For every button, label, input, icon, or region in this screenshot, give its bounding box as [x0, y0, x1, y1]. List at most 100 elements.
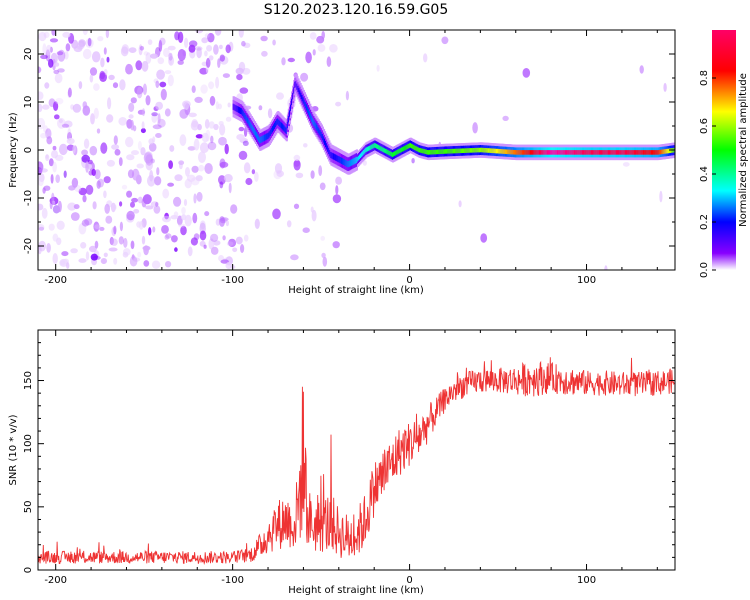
- spectrogram-noise-blob: [224, 143, 229, 155]
- spectrogram-noise-blob: [82, 101, 88, 109]
- spectrogram-noise-blob: [78, 223, 87, 235]
- spectrogram-noise-blob: [180, 225, 187, 236]
- spectrogram-noise-blob: [85, 161, 89, 173]
- spectrogram-noise-blob: [85, 38, 94, 49]
- spectrogram-noise-blob: [61, 123, 70, 128]
- spectrogram-noise-blob: [57, 117, 66, 129]
- spectrogram-noise-blob: [119, 221, 123, 232]
- spectrogram-noise-blob: [272, 208, 281, 220]
- spectrogram-noise-blob: [148, 138, 154, 145]
- spectrogram-noise-blob: [184, 37, 189, 48]
- spectrogram-noise-blob: [222, 73, 230, 78]
- spectrogram-noise-blob: [604, 265, 608, 270]
- spectrogram-ytick-label: -10: [23, 190, 34, 206]
- spectrogram-noise-blob: [203, 244, 207, 249]
- spectrogram-noise-blob: [64, 120, 73, 128]
- spectrogram-noise-blob: [502, 115, 509, 121]
- spectrogram-noise-blob: [156, 69, 166, 80]
- spectrogram-noise-blob: [131, 197, 139, 203]
- spectrogram-noise-blob: [158, 40, 163, 52]
- spectrogram-noise-blob: [209, 95, 216, 106]
- spectrogram-noise-blob: [177, 60, 184, 65]
- spectrogram-noise-blob: [242, 67, 251, 75]
- spectrogram-noise-blob: [622, 162, 630, 167]
- spectrogram-noise-blob: [238, 126, 245, 132]
- spectrogram-noise-blob: [143, 260, 150, 267]
- spectrogram-ridge-cell: [524, 150, 527, 155]
- spectrogram-noise-blob: [38, 117, 46, 130]
- spectrogram-ridge-cell: [551, 150, 554, 155]
- spectrogram-noise-blob: [423, 53, 428, 63]
- spectrogram-noise-blob: [125, 136, 134, 148]
- spectrogram-noise-blob: [193, 193, 197, 204]
- spectrogram-noise-blob: [157, 118, 166, 128]
- spectrogram-noise-blob: [148, 227, 152, 236]
- spectrogram-noise-blob: [112, 82, 119, 89]
- spectrogram-noise-blob: [210, 233, 219, 242]
- spectrogram-noise-blob: [108, 74, 115, 81]
- spectrogram-noise-blob: [204, 163, 213, 174]
- spectrogram-noise-blob: [137, 140, 142, 151]
- spectrogram-noise-blob: [87, 37, 92, 47]
- spectrogram-noise-blob: [322, 256, 328, 267]
- spectrogram-noise-blob: [91, 51, 101, 63]
- spectrogram-noise-blob: [143, 51, 149, 56]
- spectrogram-noise-blob: [162, 188, 170, 199]
- spectrogram-noise-blob: [210, 135, 214, 144]
- spectrogram-noise-blob: [162, 215, 171, 223]
- spectrogram-noise-blob: [136, 163, 144, 169]
- snr-panel: -200 -100 0 100 0 50 100 150 Height of straight…: [8, 329, 676, 596]
- spectrogram-noise-blob: [46, 136, 53, 145]
- spectrogram-noise-blob: [321, 30, 326, 40]
- spectrogram-noise-blob: [150, 53, 158, 59]
- spectrogram-noise-blob: [217, 58, 221, 68]
- spectrogram-noise-blob: [300, 72, 309, 82]
- spectrogram-noise-blob: [56, 220, 65, 230]
- spectrogram-noise-blob: [174, 31, 180, 41]
- spectrogram-noise-blob: [145, 52, 152, 64]
- spectrogram-noise-blob: [235, 67, 244, 75]
- spectrogram-noise-blob: [66, 138, 75, 145]
- spectrogram-noise-blob: [144, 151, 153, 162]
- spectrogram-noise-blob: [59, 258, 69, 267]
- spectrogram-noise-blob: [179, 109, 189, 119]
- spectrogram-noise-blob: [208, 81, 215, 90]
- spectrogram-noise-blob: [219, 123, 226, 136]
- spectrogram-noise-blob: [78, 81, 83, 90]
- spectrogram-noise-blob: [55, 97, 64, 105]
- spectrogram-noise-blob: [54, 73, 63, 84]
- spectrogram-noise-blob: [148, 142, 157, 152]
- spectrogram-noise-blob: [290, 254, 299, 261]
- spectrogram-xtick-label: -200: [44, 275, 67, 286]
- spectrogram-noise-blob: [319, 182, 326, 191]
- spectrogram-ridge-cell: [533, 150, 536, 155]
- spectrogram-noise-blob: [80, 242, 87, 249]
- spectrogram-noise-blob: [187, 246, 193, 257]
- spectrogram-noise-blob: [305, 51, 312, 64]
- spectrogram-image: [38, 30, 675, 270]
- spectrogram-noise-blob: [138, 44, 143, 56]
- spectrogram-noise-blob: [81, 154, 90, 163]
- spectrogram-noise-blob: [137, 251, 142, 258]
- spectrogram-noise-blob: [169, 53, 173, 65]
- spectrogram-noise-blob: [225, 116, 232, 122]
- spectrogram-noise-blob: [215, 76, 220, 89]
- spectrogram-noise-blob: [196, 47, 202, 59]
- spectrogram-noise-blob: [83, 138, 90, 149]
- spectrogram-noise-blob: [173, 196, 182, 207]
- spectrogram-noise-blob: [130, 201, 135, 208]
- spectrogram-noise-blob: [181, 214, 187, 221]
- spectrogram-noise-blob: [159, 81, 167, 88]
- spectrogram-noise-blob: [63, 170, 67, 178]
- spectrogram-noise-blob: [191, 165, 199, 173]
- spectrogram-noise-blob: [105, 30, 110, 39]
- spectrogram-noise-blob: [118, 157, 123, 167]
- spectrogram-noise-blob: [131, 150, 139, 156]
- spectrogram-noise-blob: [143, 245, 149, 256]
- spectrogram-noise-blob: [105, 215, 113, 224]
- spectrogram-ridge-cell: [610, 150, 613, 155]
- spectrogram-noise-blob: [187, 146, 196, 151]
- spectrogram-noise-blob: [93, 83, 100, 91]
- spectrogram-noise-blob: [411, 158, 415, 164]
- spectrogram-noise-blob: [96, 128, 101, 134]
